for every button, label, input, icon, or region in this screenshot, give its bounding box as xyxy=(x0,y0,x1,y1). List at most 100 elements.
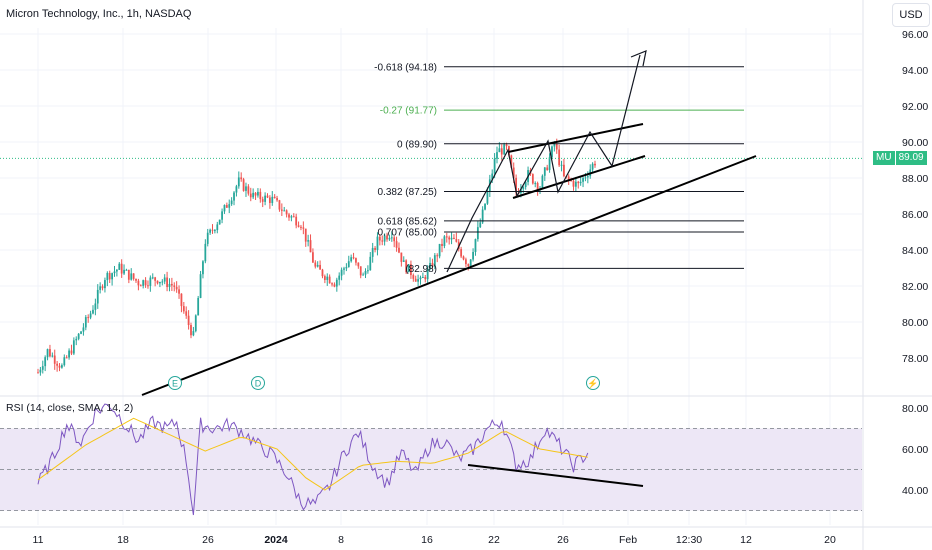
candle-body xyxy=(486,191,489,204)
candle-body xyxy=(216,224,219,231)
candle-body xyxy=(472,251,474,260)
candle-body xyxy=(417,279,419,282)
candle-body xyxy=(493,158,496,174)
candle-body xyxy=(194,315,197,332)
candle-body xyxy=(225,205,228,208)
candle-body xyxy=(307,240,310,242)
candle-body xyxy=(137,280,140,286)
event-marker-label: D xyxy=(255,379,262,389)
candle-body xyxy=(591,163,594,170)
fib-label: 0.618 (85.62) xyxy=(378,216,438,227)
candle-body xyxy=(366,270,369,272)
candle-body xyxy=(584,177,587,179)
candle-body xyxy=(175,286,178,290)
candle-body xyxy=(448,237,451,240)
candle-body xyxy=(199,274,202,298)
candle-body xyxy=(546,167,549,171)
candle-body xyxy=(115,269,118,272)
candle-body xyxy=(438,243,441,257)
time-tick-label: 8 xyxy=(338,534,344,546)
candle-body xyxy=(233,192,235,201)
rsi-tick-label: 40.00 xyxy=(902,485,928,497)
candle-body xyxy=(111,273,114,280)
candle-body xyxy=(410,264,412,276)
candle-body xyxy=(37,372,39,374)
support-trendline xyxy=(141,155,757,396)
price-axis[interactable]: 96.00 94.00 92.00 90.00 88.00 86.00 84.00 82.00… xyxy=(33,29,929,546)
candle-body xyxy=(505,144,508,147)
candle-body xyxy=(347,261,350,268)
fib-levels[interactable]: -0.618 (94.18) -0.27 (91.77) 0 (89.90) 0.38… xyxy=(0,62,862,275)
candle-body xyxy=(80,331,82,334)
candle-body xyxy=(149,277,152,286)
candle-body xyxy=(94,303,97,310)
chart-title: Micron Technology, Inc., 1h, NASDAQ xyxy=(6,8,192,20)
candle-body xyxy=(563,164,565,177)
candle-body xyxy=(388,237,391,240)
candle-body xyxy=(211,229,214,231)
candle-body xyxy=(120,263,123,274)
candle-body xyxy=(139,285,142,287)
candle-body xyxy=(61,365,63,368)
rsi-divergence-line xyxy=(467,464,644,487)
fib-label: -0.27 (91.77) xyxy=(380,106,437,117)
fib-label: 0.382 (87.25) xyxy=(378,187,438,198)
price-tick-label: 82.00 xyxy=(902,281,928,293)
rsi-tick-label: 60.00 xyxy=(902,444,928,456)
candle-body xyxy=(154,277,157,281)
candle-body xyxy=(374,247,376,250)
candle-body xyxy=(259,191,262,200)
candle-body xyxy=(144,280,147,286)
candle-body xyxy=(407,264,410,273)
event-markers[interactable]: E D ⚡ xyxy=(168,376,600,390)
time-tick-label: Feb xyxy=(619,534,637,546)
projection-path xyxy=(446,54,641,273)
candle-body xyxy=(321,269,324,277)
candle-body xyxy=(58,365,61,368)
candle-body xyxy=(49,349,51,357)
candle-body xyxy=(455,238,458,242)
candle-body xyxy=(450,237,453,240)
trend-drawings[interactable] xyxy=(141,50,757,396)
candle-body xyxy=(567,176,570,180)
candle-body xyxy=(190,325,192,336)
price-tick-label: 78.00 xyxy=(902,353,928,365)
candle-body xyxy=(531,174,534,184)
rsi-panel[interactable] xyxy=(0,403,862,516)
rsi-indicator-label[interactable]: RSI (14, close, SMA, 14, 2) xyxy=(6,402,134,414)
candle-body xyxy=(331,283,333,285)
candle-body xyxy=(247,186,250,194)
candle-body xyxy=(586,176,589,178)
candle-body xyxy=(180,293,183,307)
channel-lower-line xyxy=(512,155,646,199)
candle-body xyxy=(579,181,582,184)
candle-body xyxy=(445,236,448,238)
candle-body xyxy=(300,226,302,228)
candle-body xyxy=(151,277,154,279)
candle-body xyxy=(147,285,149,287)
candle-body xyxy=(476,227,479,240)
candle-body xyxy=(276,198,278,201)
fib-label: 0 (89.90) xyxy=(397,139,437,150)
candle-body xyxy=(319,264,321,270)
price-tick-label: 84.00 xyxy=(902,245,928,257)
candle-body xyxy=(104,280,106,289)
candle-body xyxy=(594,163,596,166)
channel-upper-line xyxy=(507,123,644,153)
candle-body xyxy=(230,200,233,205)
rsi-tick-label: 80.00 xyxy=(902,403,928,415)
currency-button[interactable]: USD xyxy=(892,3,930,27)
candle-body xyxy=(441,243,443,247)
candle-body xyxy=(92,309,94,314)
candle-body xyxy=(369,256,372,271)
candle-body xyxy=(419,277,422,280)
candle-body xyxy=(242,179,245,191)
time-tick-label: 20 xyxy=(824,534,836,546)
candle-body xyxy=(433,255,436,267)
candle-body xyxy=(223,205,226,212)
candle-body xyxy=(197,297,200,316)
candle-body xyxy=(209,229,212,233)
candle-body xyxy=(467,264,470,267)
price-candles[interactable] xyxy=(37,138,596,376)
